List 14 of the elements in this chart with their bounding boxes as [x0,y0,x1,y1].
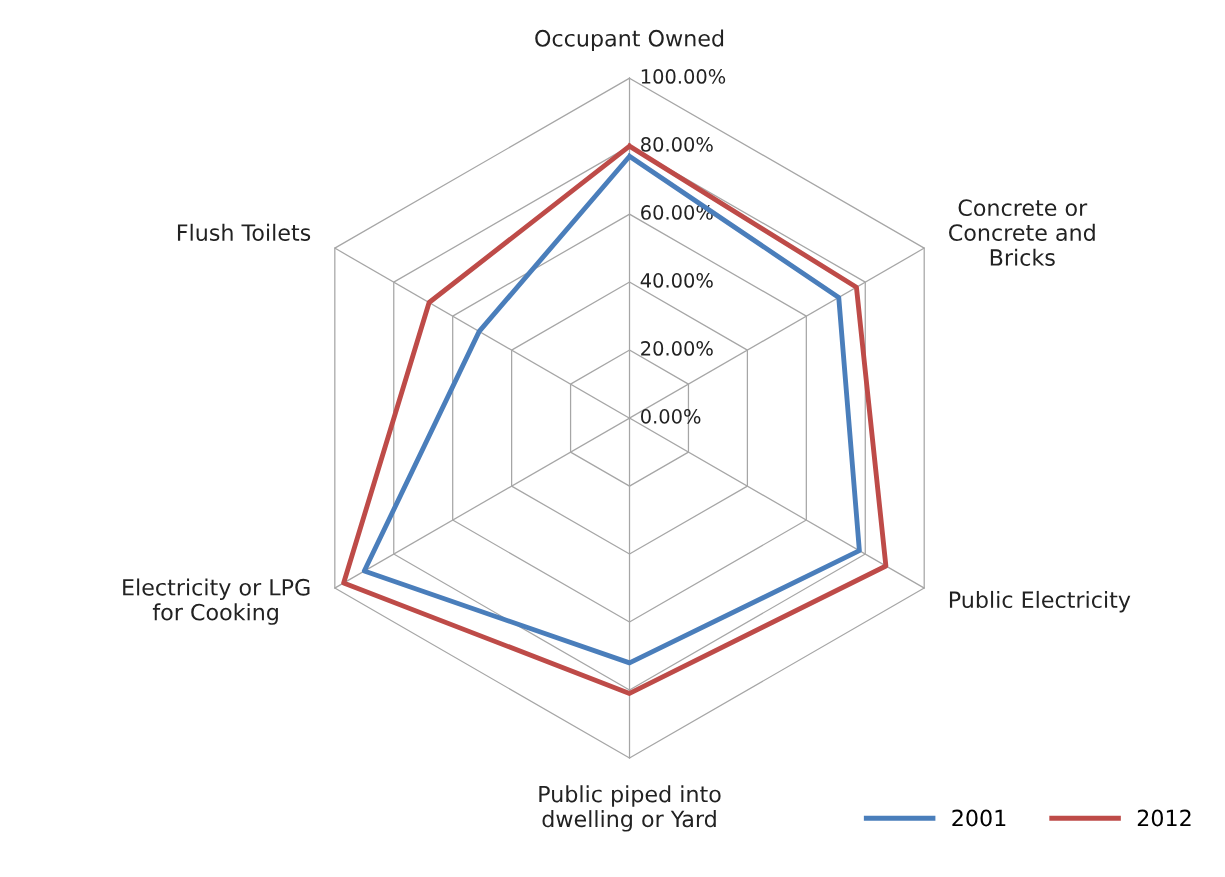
y-tick-label: 100.00% [641,69,726,84]
spoke-label: Flush Toilets [177,223,311,241]
y-tick-label: 0.00% [641,409,701,424]
y-tick-label: 60.00% [641,205,713,220]
y-tick-label: 20.00% [641,341,713,356]
y-tick-label: 40.00% [640,273,713,288]
spoke-label: Occupant Owned [535,29,724,51]
spoke-label: Public piped into dwelling or Yard [539,785,721,832]
y-tick-label: 80.00% [641,137,713,152]
spoke-label: Public Electricity [949,590,1131,613]
spoke-label: Concrete or Concrete and Bricks [949,199,1095,266]
legend-label: 2012 [1137,809,1191,827]
legend-label: 2001 [952,809,1006,827]
spoke-label: Electricity or LPG for Cooking [123,578,310,625]
